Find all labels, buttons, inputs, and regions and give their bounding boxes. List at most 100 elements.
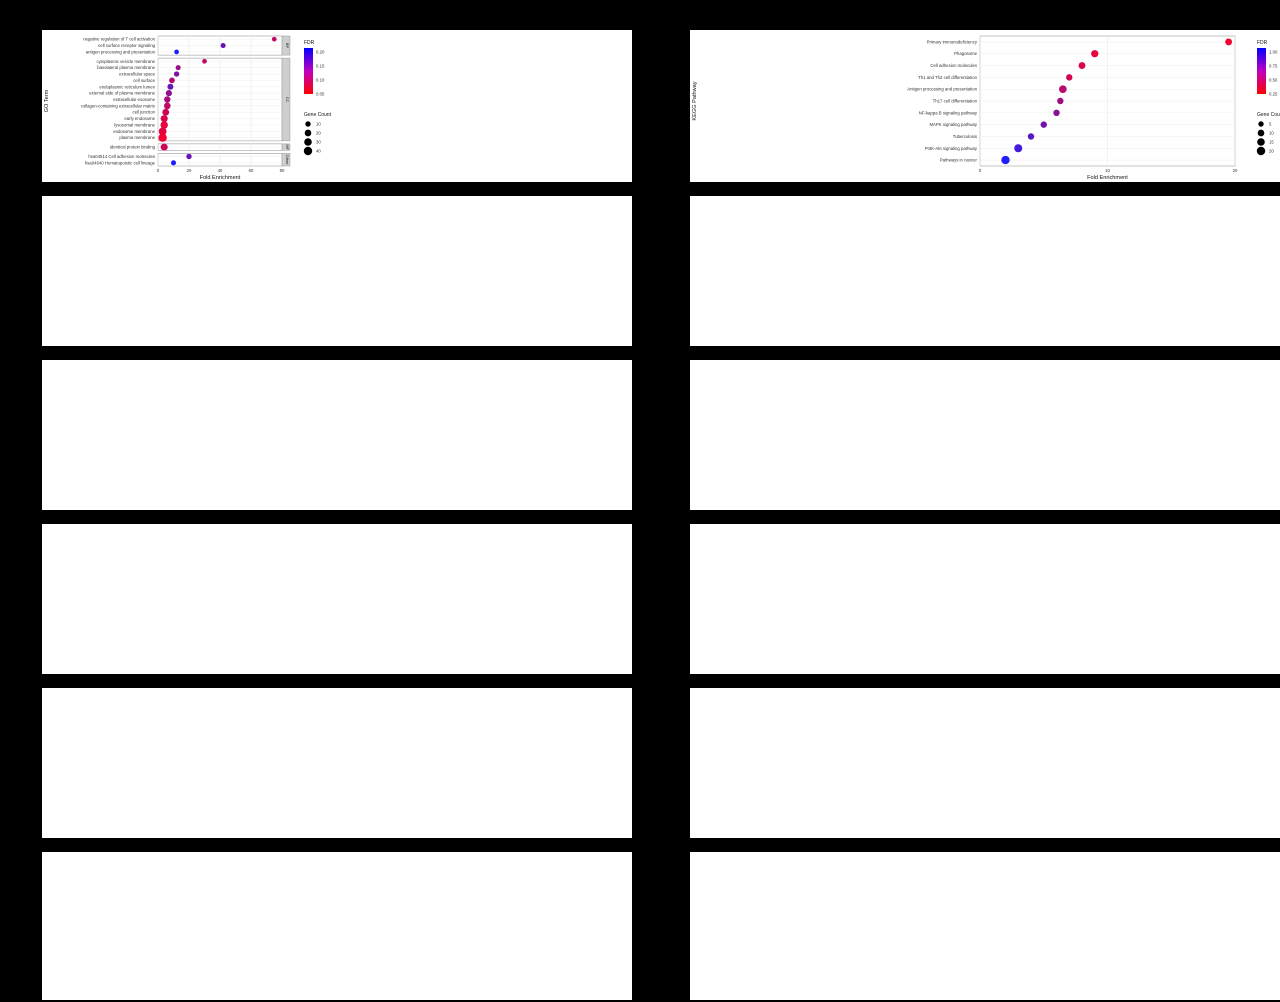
x-tick-label: 60 (249, 168, 254, 173)
x-tick-label: 0 (979, 168, 982, 173)
chart-panel-r4-right (690, 524, 1280, 674)
data-point (164, 96, 171, 103)
term-label: identical protein binding (110, 145, 156, 150)
data-point (173, 71, 180, 77)
data-point (158, 133, 167, 142)
facet-strip-label: BP (285, 43, 290, 49)
term-label: cytoplasmic vesicle membrane (96, 59, 155, 64)
facet-strip-label: Other (285, 155, 290, 166)
term-label: lysosomal membrane (114, 122, 155, 127)
data-point (158, 127, 167, 136)
chart-panel-r2-right (690, 196, 1280, 346)
count-legend-dot (304, 129, 312, 137)
data-point (1057, 97, 1064, 105)
data-point (175, 65, 181, 71)
term-label: hsa04514 Cell adhesion molecules (88, 154, 155, 159)
count-legend-tick: 20 (316, 131, 321, 136)
chart-panel-r5-left (42, 688, 632, 838)
x-tick-label: 0 (157, 168, 160, 173)
data-point (186, 153, 192, 160)
term-label: basolateral plasma membrane (97, 65, 155, 70)
count-legend-dot (304, 138, 312, 146)
term-label: Phagosome (954, 51, 978, 56)
count-legend-tick: 40 (316, 149, 321, 154)
term-label: cell junction (133, 110, 156, 115)
count-legend-dot (1257, 138, 1265, 146)
fdr-legend-tick: 0.20 (316, 50, 325, 55)
term-label: collagen-containing extracellular matrix (81, 103, 156, 108)
term-label: Cell adhesion molecules (930, 63, 977, 68)
fdr-legend-title: FDR (304, 40, 315, 46)
data-point (174, 49, 179, 55)
data-point (1066, 74, 1073, 81)
term-label: NF-kappa B signaling pathway (919, 110, 978, 115)
data-point (202, 58, 207, 64)
data-point (1059, 85, 1067, 94)
fdr-legend-tick: 0.10 (316, 78, 325, 83)
fdr-legend-tick: 1.00 (1269, 50, 1278, 55)
y-axis-title: KEGG Pathway (692, 81, 698, 120)
facet-strip-label: CC (285, 97, 290, 103)
term-label: early endosome (124, 116, 155, 121)
facet-strip (281, 153, 291, 167)
count-legend-dot (305, 121, 311, 127)
term-label: antigen processing and presentation (86, 49, 156, 54)
fdr-colorbar (304, 48, 313, 94)
count-legend-tick: 10 (316, 122, 321, 127)
count-legend-tick: 10 (1269, 131, 1274, 136)
count-legend-tick: 30 (316, 140, 321, 145)
count-legend-dot (1256, 146, 1266, 156)
term-label: Th1 and Th2 cell differentiation (918, 75, 977, 80)
data-point (1001, 155, 1010, 165)
term-label: negative regulation of T cell activation (83, 37, 155, 42)
fdr-colorbar (1257, 48, 1266, 94)
data-point (167, 83, 174, 90)
count-legend-dot (1258, 121, 1264, 127)
count-legend-dot (1257, 129, 1265, 137)
fdr-legend-tick: 0.15 (316, 64, 325, 69)
data-point (162, 108, 170, 116)
data-point (1053, 109, 1060, 117)
chart-panel-r3-left (42, 360, 632, 510)
term-label: Tuberculosis (953, 134, 977, 139)
count-legend-dot (303, 146, 313, 156)
data-point (160, 115, 168, 123)
data-point (163, 102, 171, 110)
chart-panel-r4-left (42, 524, 632, 674)
data-point (1014, 144, 1023, 153)
term-label: extracellular exosome (113, 97, 155, 102)
fdr-legend-title: FDR (1257, 40, 1268, 46)
fdr-legend-tick: 0.50 (1269, 78, 1278, 83)
data-point (271, 36, 277, 42)
chart-panel-r2-left (42, 196, 632, 346)
data-point (1040, 121, 1047, 128)
term-label: extracellular space (119, 72, 155, 77)
x-axis-title: Fold Enrichment (1087, 175, 1128, 181)
x-tick-label: 10 (1105, 168, 1110, 173)
chart-panel-r6-right (690, 852, 1280, 1000)
term-label: Primary immunodeficiency (927, 39, 978, 44)
x-tick-label: 20 (1233, 168, 1238, 173)
y-axis-title: GO Term (44, 89, 50, 112)
data-point (220, 43, 226, 49)
term-label: hsa04640 Hematopoietic cell lineage (85, 160, 156, 165)
fdr-legend-tick: 0.75 (1269, 64, 1278, 69)
term-label: external side of plasma membrane (89, 91, 156, 96)
chart-panel-r1-left: GO Term BP negative regulation of T cell a… (42, 30, 632, 182)
term-label: endoplasmic reticulum lumen (99, 84, 155, 89)
term-label: plasma membrane (119, 135, 155, 140)
x-tick-label: 20 (187, 168, 192, 173)
term-label: Pathways in cancer (940, 158, 978, 163)
term-label: MAPK signaling pathway (929, 122, 977, 127)
data-point (165, 90, 172, 97)
facet-strip-label: MF (285, 144, 290, 150)
count-legend-tick: 5 (1269, 122, 1272, 127)
data-point (170, 160, 177, 166)
x-axis-title: Fold Enrichment (200, 175, 241, 181)
term-label: cell surface (133, 78, 155, 83)
data-point (1091, 50, 1099, 58)
kegg-pathway-dot-plot: KEGG Pathway Primary immunodeficiency Phag… (692, 35, 1280, 181)
data-point (160, 143, 168, 151)
x-tick-label: 80 (280, 168, 285, 173)
term-label: PI3K-Akt signaling pathway (925, 146, 978, 151)
